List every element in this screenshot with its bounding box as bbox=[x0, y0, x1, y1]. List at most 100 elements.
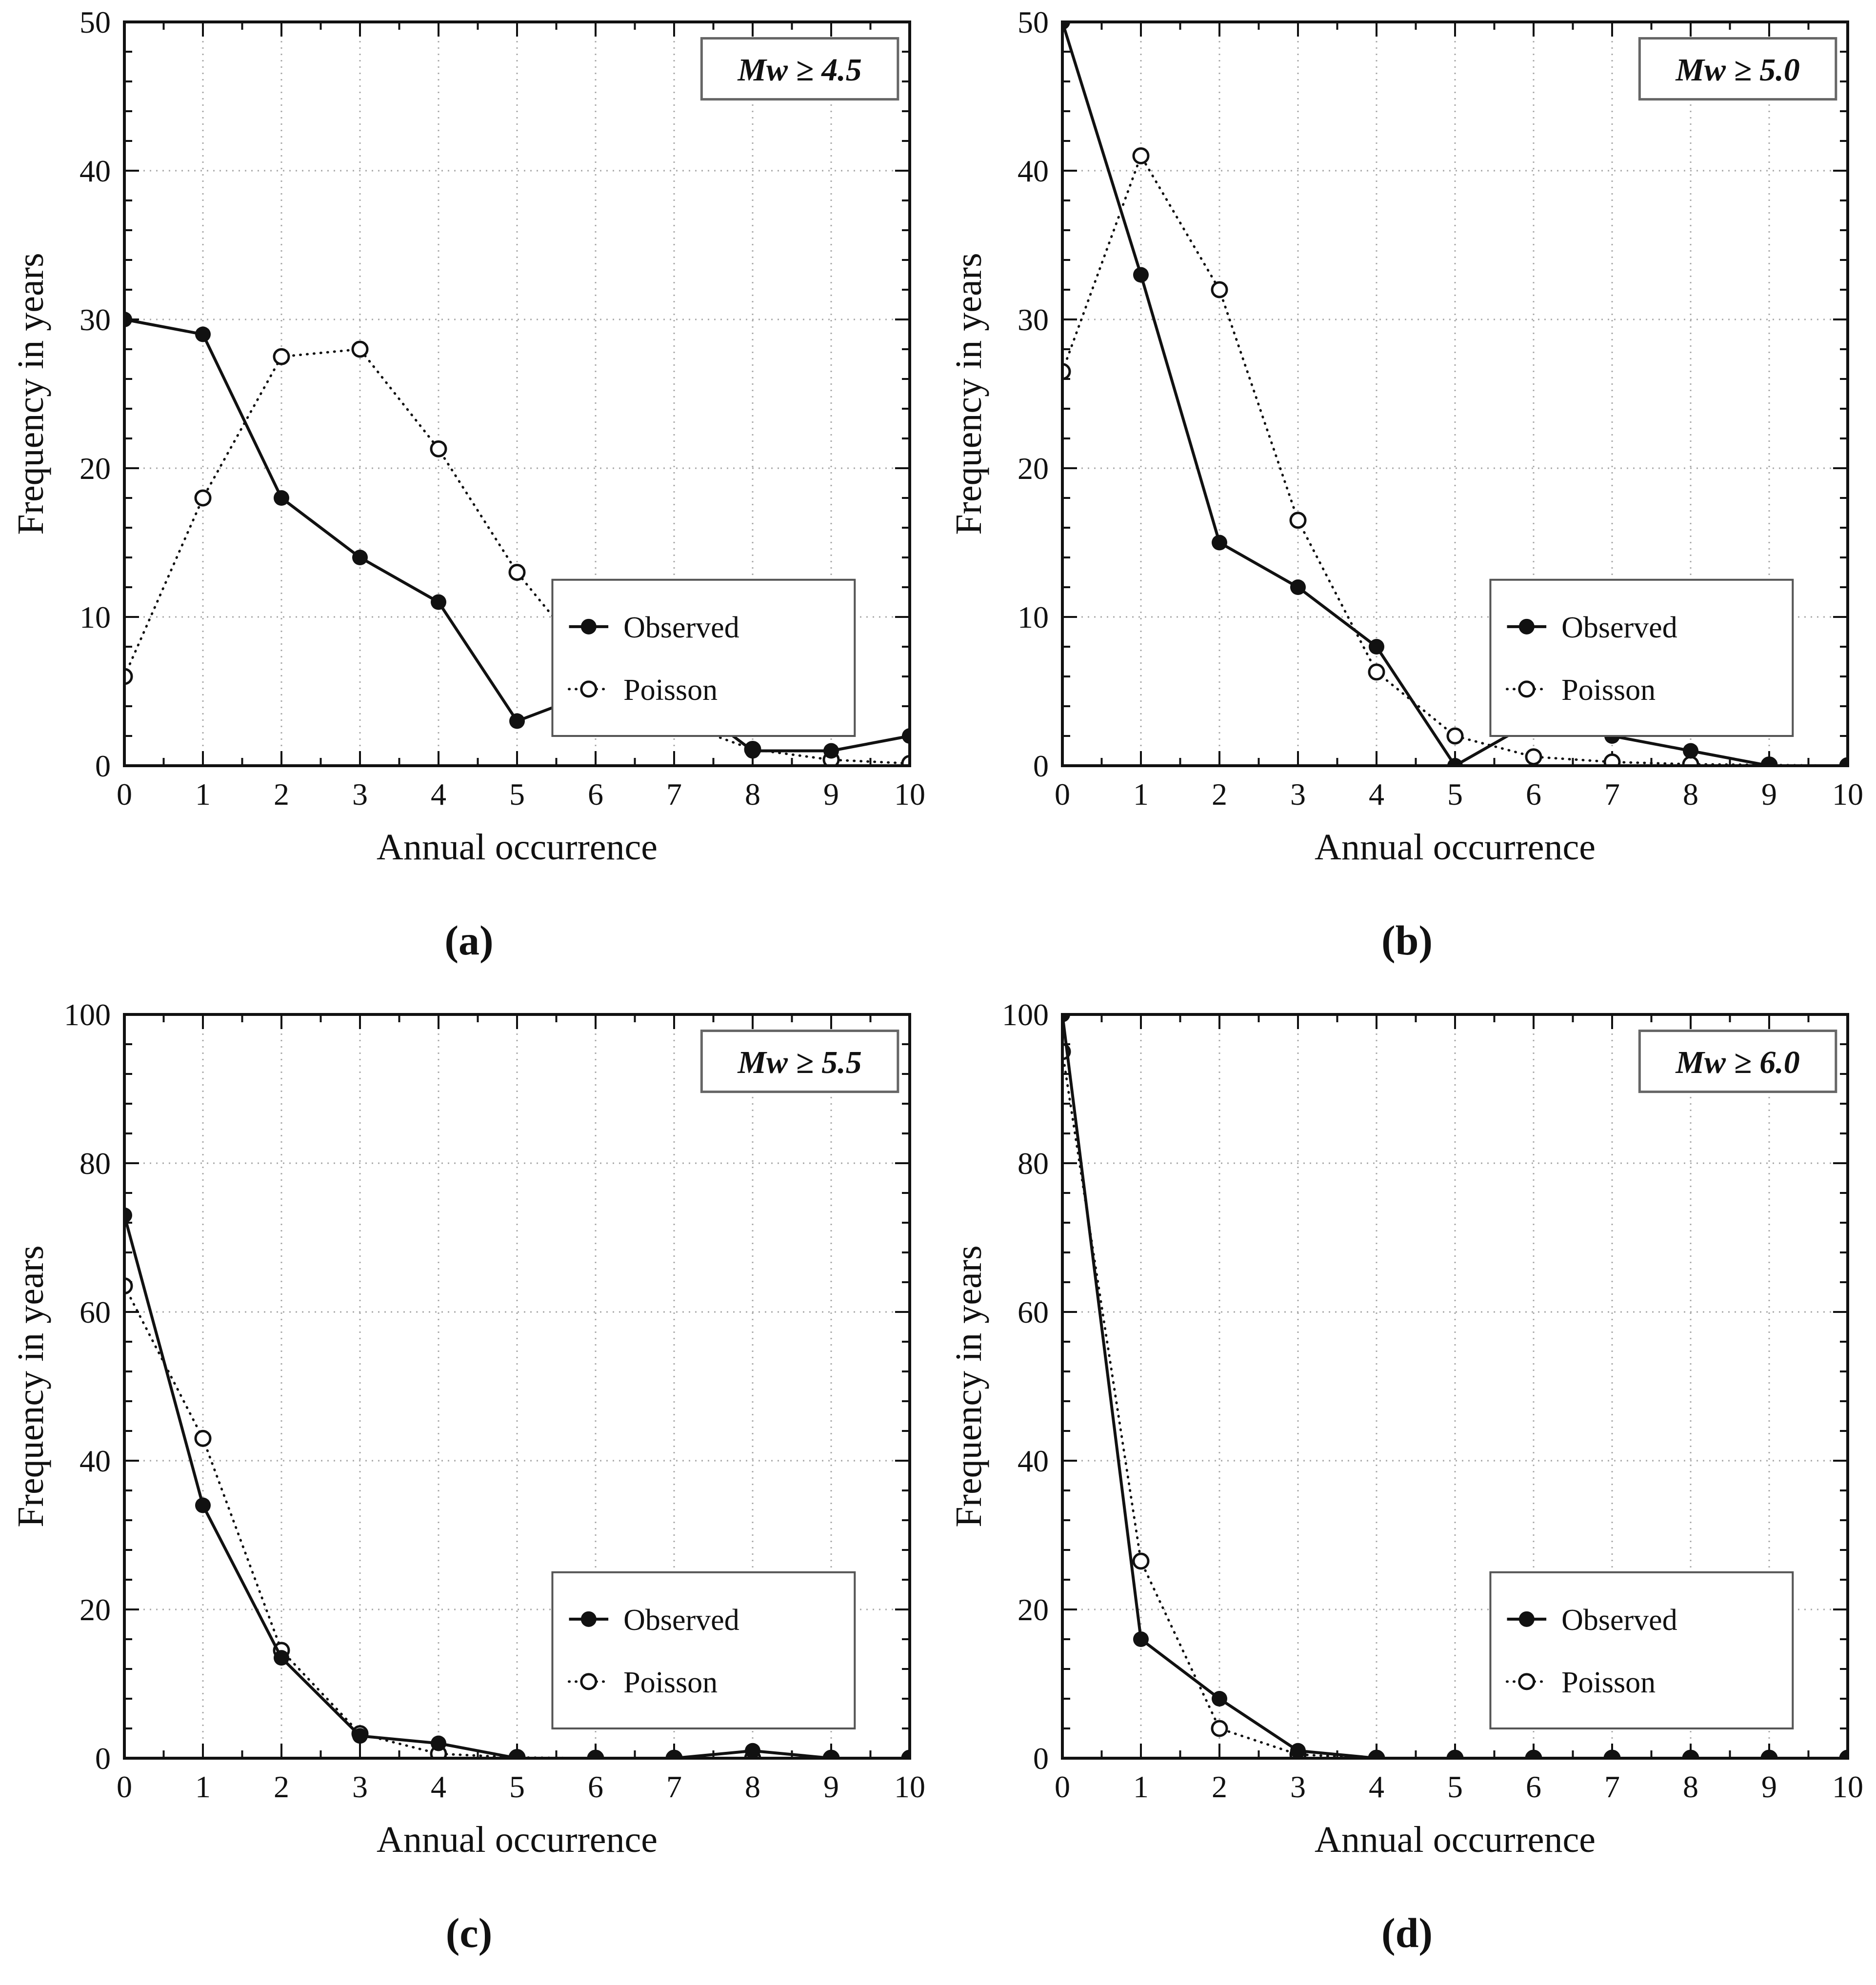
poisson-point bbox=[351, 340, 369, 358]
observed-point bbox=[274, 490, 289, 506]
y-tick-label: 80 bbox=[1018, 1146, 1049, 1181]
x-axis-label: Annual occurrence bbox=[377, 827, 658, 868]
poisson-point bbox=[1211, 281, 1228, 298]
legend: Observed Poisson bbox=[551, 1571, 856, 1729]
x-tick-label: 9 bbox=[1761, 777, 1777, 812]
x-tick-label: 8 bbox=[745, 777, 760, 812]
x-tick-label: 9 bbox=[823, 777, 839, 812]
observed-point bbox=[274, 1650, 289, 1666]
chart-b: 0 1 2 3 4 5 6 7 8 9 10 0 10 20 30 40 50 Annual occurrence… bbox=[938, 0, 1876, 893]
y-tick-label: 100 bbox=[64, 997, 111, 1032]
y-tick-label: 40 bbox=[80, 1444, 111, 1478]
legend-marker-observed bbox=[580, 618, 597, 635]
x-tick-label: 10 bbox=[894, 1769, 925, 1804]
legend-label: Poisson bbox=[623, 674, 718, 707]
chart-a: 0 1 2 3 4 5 6 7 8 9 10 0 10 20 30 40 50 Annual occurrence… bbox=[0, 0, 938, 893]
observed-point bbox=[352, 550, 368, 565]
poisson-point bbox=[508, 564, 526, 581]
legend-marker-poisson bbox=[1518, 1673, 1536, 1690]
x-tick-label: 2 bbox=[1212, 777, 1227, 812]
y-axis-label: Frequency in years bbox=[10, 1245, 51, 1527]
panel-c: 0 1 2 3 4 5 6 7 8 9 10 0 20 40 60 80 100 Annual occurrenc… bbox=[0, 992, 938, 1985]
legend: Observed Poisson bbox=[1489, 578, 1794, 737]
poisson-point bbox=[1525, 748, 1542, 766]
legend-marker-observed bbox=[1518, 618, 1535, 635]
poisson-point bbox=[1603, 753, 1621, 767]
legend-marker-observed bbox=[580, 1611, 597, 1627]
y-tick-label: 0 bbox=[1033, 749, 1049, 783]
x-tick-label: 4 bbox=[1369, 777, 1384, 812]
x-tick-label: 6 bbox=[1526, 1769, 1541, 1804]
panel-a: 0 1 2 3 4 5 6 7 8 9 10 0 10 20 30 40 50 Annual occurrence… bbox=[0, 0, 938, 992]
x-tick-label: 1 bbox=[195, 1769, 211, 1804]
x-tick-label: 1 bbox=[1133, 777, 1149, 812]
chart-title: Mw ≥ 6.0 bbox=[1675, 1045, 1799, 1080]
y-tick-label: 0 bbox=[95, 749, 111, 783]
title-box bbox=[1638, 1030, 1837, 1093]
plot-frame bbox=[123, 20, 911, 767]
y-tick-label: 20 bbox=[80, 451, 111, 486]
observed-point bbox=[195, 1497, 211, 1513]
y-tick-label: 40 bbox=[80, 154, 111, 188]
y-tick-label: 100 bbox=[1002, 997, 1049, 1032]
observed-point bbox=[1290, 1743, 1306, 1759]
title-box-group: Mw ≥ 5.0 bbox=[1638, 37, 1837, 101]
x-tick-label: 9 bbox=[1761, 1769, 1777, 1804]
observed-point bbox=[745, 743, 760, 759]
x-tick-label: 6 bbox=[1526, 777, 1541, 812]
x-tick-label: 8 bbox=[1683, 777, 1698, 812]
legend-item-observed: Observed bbox=[569, 611, 739, 644]
x-tick-label: 4 bbox=[431, 777, 446, 812]
legend-label: Poisson bbox=[623, 1666, 718, 1699]
legend-item-poisson: Poisson bbox=[568, 1666, 718, 1699]
x-tick-label: 0 bbox=[1055, 1769, 1070, 1804]
x-tick-label: 6 bbox=[588, 1769, 603, 1804]
x-tick-label: 5 bbox=[509, 1769, 525, 1804]
legend-item-poisson: Poisson bbox=[1506, 1666, 1656, 1699]
y-tick-label: 0 bbox=[95, 1741, 111, 1776]
poisson-line bbox=[123, 348, 911, 765]
legend-label: Observed bbox=[623, 1604, 739, 1637]
observed-point bbox=[352, 1728, 368, 1744]
y-tick-label: 40 bbox=[1018, 1444, 1049, 1478]
observed-point bbox=[1133, 1631, 1149, 1647]
x-tick-label: 8 bbox=[745, 1769, 760, 1804]
legend: Observed Poisson bbox=[1489, 1571, 1794, 1729]
poisson-point bbox=[430, 440, 447, 457]
observed-point bbox=[1212, 535, 1227, 551]
x-tick-label: 7 bbox=[666, 1769, 682, 1804]
legend-label: Poisson bbox=[1561, 674, 1656, 707]
title-box-group: Mw ≥ 4.5 bbox=[700, 37, 899, 101]
poisson-point bbox=[1289, 512, 1307, 529]
x-tick-label: 10 bbox=[1832, 1769, 1863, 1804]
x-tick-label: 3 bbox=[1290, 1769, 1306, 1804]
legend-marker-poisson bbox=[580, 680, 598, 698]
x-tick-label: 2 bbox=[1212, 1769, 1227, 1804]
x-tick-label: 7 bbox=[666, 777, 682, 812]
y-tick-label: 60 bbox=[80, 1295, 111, 1330]
y-tick-label: 10 bbox=[1018, 600, 1049, 635]
panel-caption-d: (d) bbox=[1381, 1909, 1433, 1956]
chart-title: Mw ≥ 5.5 bbox=[737, 1045, 861, 1080]
observed-point bbox=[195, 326, 211, 342]
y-tick-label: 20 bbox=[1018, 1592, 1049, 1627]
poisson-point bbox=[1211, 1720, 1228, 1737]
y-tick-label: 30 bbox=[80, 302, 111, 337]
x-tick-label: 3 bbox=[352, 777, 368, 812]
chart-title: Mw ≥ 5.0 bbox=[1675, 52, 1799, 88]
x-tick-label: 9 bbox=[823, 1769, 839, 1804]
panel-background bbox=[0, 0, 938, 893]
legend-marker-observed bbox=[1518, 1611, 1535, 1627]
observed-point bbox=[431, 594, 446, 610]
x-tick-label: 7 bbox=[1604, 1769, 1620, 1804]
legend-item-poisson: Poisson bbox=[1506, 674, 1656, 707]
poisson-line bbox=[123, 1285, 911, 1760]
legend-label: Poisson bbox=[1561, 1666, 1656, 1699]
legend-marker-poisson bbox=[1518, 680, 1536, 698]
poisson-point bbox=[273, 348, 290, 365]
legend: Observed Poisson bbox=[551, 578, 856, 737]
observed-point bbox=[1369, 639, 1384, 655]
observed-point bbox=[1133, 267, 1149, 283]
legend-label: Observed bbox=[1561, 611, 1677, 644]
